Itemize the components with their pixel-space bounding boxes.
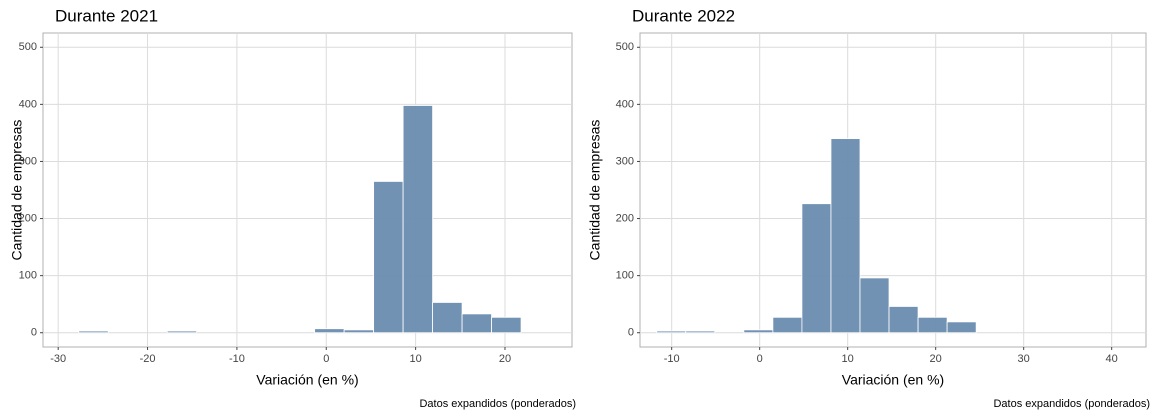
bar <box>830 138 861 334</box>
x-tick-label: 10 <box>409 353 421 365</box>
bar <box>78 330 109 334</box>
bar <box>685 330 716 334</box>
y-tick-label: 400 <box>19 98 37 110</box>
x-tick-label: -30 <box>50 353 66 365</box>
bar <box>772 316 803 334</box>
y-axis-label: Cantidad de empresas <box>9 120 25 261</box>
bar <box>343 329 375 334</box>
y-tick-label: 200 <box>19 212 37 224</box>
x-tick-label: 30 <box>1018 353 1030 365</box>
bar <box>432 302 463 334</box>
y-tick-label: 200 <box>616 212 634 224</box>
bar <box>801 203 832 334</box>
bar <box>656 330 687 334</box>
chart-title: Durante 2021 <box>55 6 158 25</box>
x-tick-label: -10 <box>664 353 680 365</box>
x-tick-label: 0 <box>323 353 329 365</box>
x-tick-label: 40 <box>1106 353 1118 365</box>
y-tick-label: 500 <box>616 41 634 53</box>
bar <box>743 329 774 334</box>
bar <box>859 277 890 334</box>
bar <box>314 328 345 334</box>
chart-title: Durante 2022 <box>632 6 735 25</box>
x-axis-label: Variación (en %) <box>256 372 358 388</box>
y-tick-label: 0 <box>628 327 634 339</box>
panel <box>42 32 573 348</box>
y-tick-label: 500 <box>19 41 37 53</box>
y-tick-label: 300 <box>19 155 37 167</box>
x-tick-label: -10 <box>229 353 245 365</box>
bar <box>491 316 522 334</box>
y-tick-label: 100 <box>19 270 37 282</box>
bar <box>461 313 492 334</box>
bar <box>946 321 977 334</box>
bar <box>402 105 434 334</box>
x-axis-label: Variación (en %) <box>842 372 944 388</box>
bar <box>373 181 404 334</box>
bar <box>917 316 948 334</box>
y-tick-label: 0 <box>31 327 37 339</box>
x-tick-label: 10 <box>842 353 854 365</box>
y-tick-label: 100 <box>616 270 634 282</box>
x-tick-label: 20 <box>930 353 942 365</box>
caption: Datos expandidos (ponderados) <box>993 398 1150 410</box>
y-axis-label: Cantidad de empresas <box>587 120 603 261</box>
y-tick-label: 300 <box>616 155 634 167</box>
bar <box>888 306 919 334</box>
bar <box>166 330 198 334</box>
panel <box>639 32 1147 348</box>
caption: Datos expandidos (ponderados) <box>419 398 576 410</box>
x-tick-label: 20 <box>499 353 511 365</box>
x-tick-label: -20 <box>140 353 156 365</box>
x-tick-label: 0 <box>757 353 763 365</box>
y-tick-label: 400 <box>616 98 634 110</box>
